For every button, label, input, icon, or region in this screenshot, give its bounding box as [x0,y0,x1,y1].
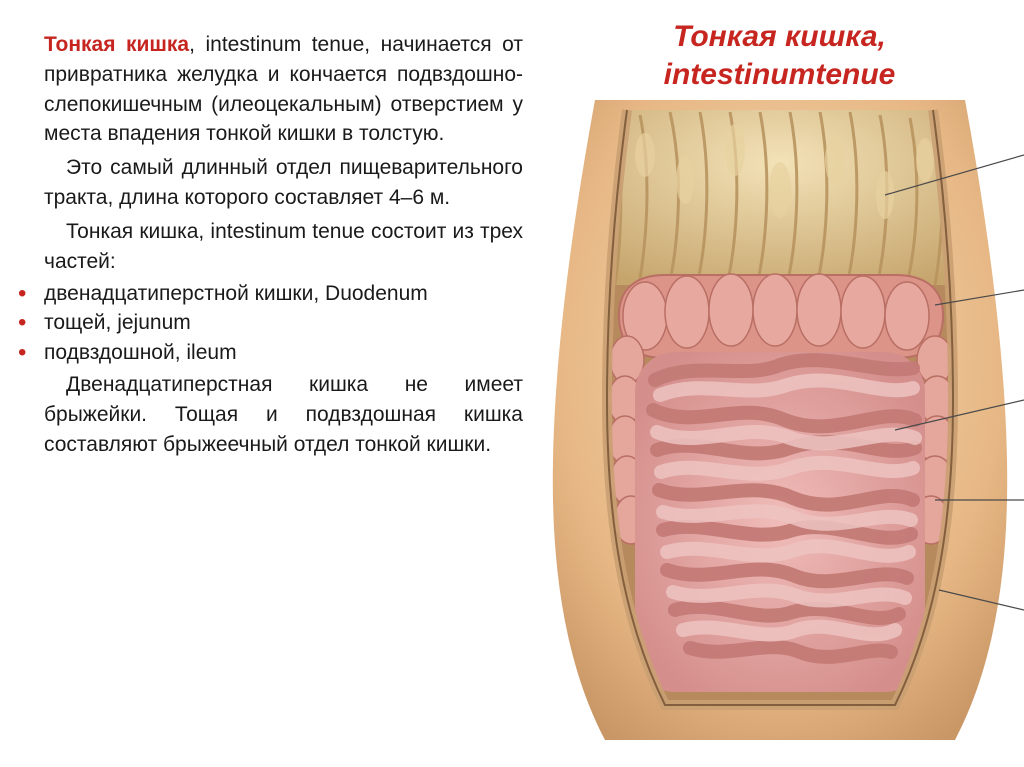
term-bold: Тонкая кишка [44,33,189,56]
paragraph-2: Это самый длинный отдел пищеварительного… [44,153,523,213]
li-tail: , Duodenum [313,282,427,305]
p3-mid: , intestinum tenue [198,220,371,243]
p4-bold: брыжеечный отдел тонкой кишки [163,433,485,456]
list-item: двенадцатиперстной кишки, Duodenum [44,279,523,309]
li-tail: , ileum [175,341,237,364]
anatomy-illustration [535,100,1024,740]
paragraph-1: Тонкая кишка, intestinum tenue, начинает… [44,30,523,149]
title-line2: intestinumtenue [664,58,896,91]
small-intestine [635,352,925,692]
li-tail: jejunum [111,311,190,334]
term-bold: Тонкая кишка [66,220,198,243]
omentum [607,110,953,285]
list-item: подвздошной, ileum [44,338,523,368]
li-term: двенадцатиперстной кишки [44,282,313,305]
li-term: тощей, [44,311,111,334]
anatomy-svg [535,100,1024,740]
p4-post: . [485,433,491,456]
paragraph-3: Тонкая кишка, intestinum tenue состоит и… [44,217,523,277]
parts-list: двенадцатиперстной кишки, Duodenum тощей… [44,279,523,368]
text-column: Тонкая кишка, intestinum tenue, начинает… [0,0,535,767]
illustration-column: Тонкая кишка, intestinumtenue [535,0,1024,767]
li-term: подвздошной [44,341,175,364]
figure-title: Тонкая кишка, intestinumtenue [535,18,1024,93]
transverse-colon [619,274,943,358]
paragraph-4: Двенадцатиперстная кишка не имеет брыжей… [44,370,523,459]
title-line1: Тонкая кишка, [673,20,886,53]
list-item: тощей, jejunum [44,308,523,338]
